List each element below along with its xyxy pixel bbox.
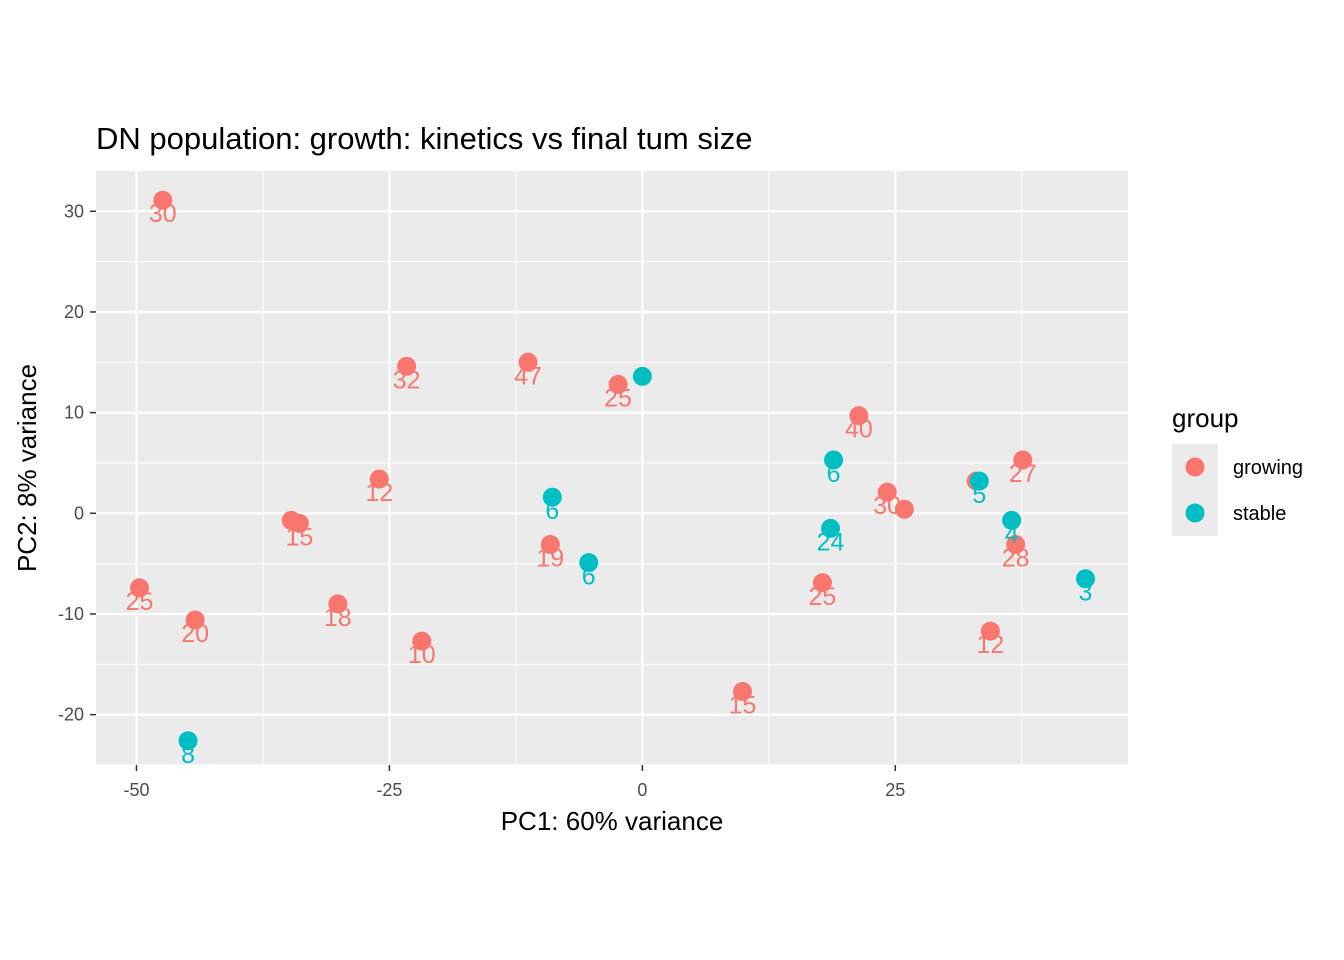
legend-label-stable: stable	[1233, 503, 1286, 525]
x-axis-ticks: -50 -25 0 25	[123, 765, 905, 800]
x-axis-title: PC1: 60% variance	[501, 806, 724, 836]
data-point-stable	[542, 487, 562, 507]
data-point-growing	[397, 356, 417, 376]
data-point-stable	[632, 366, 652, 386]
data-point-stable	[824, 450, 844, 470]
x-tick-label: -25	[376, 780, 402, 800]
data-point-growing	[849, 406, 869, 426]
point-label: 15	[285, 523, 313, 551]
data-point-growing	[185, 610, 205, 630]
y-axis-title: PC2: 8% variance	[12, 364, 42, 572]
y-tick-label: -20	[58, 705, 84, 725]
point-label: 10	[408, 641, 436, 669]
data-point-growing	[328, 594, 348, 614]
data-point-growing	[608, 374, 628, 394]
point-label: 8	[181, 741, 195, 769]
point-label: 28	[1002, 545, 1030, 573]
data-point-growing	[540, 535, 560, 555]
data-point-stable	[969, 471, 989, 491]
major-gridlines	[96, 171, 1128, 765]
point-label: 6	[545, 497, 559, 525]
point-label: 30	[873, 492, 901, 520]
data-point-growing	[812, 573, 832, 593]
point-labels: 30 32 47 25 40 27 12 30 15 19 28 25 25 20 18 10 12 15 6 5 6 4…	[126, 200, 1093, 769]
point-label: 19	[536, 545, 564, 573]
data-point-stable	[178, 731, 198, 751]
point-label: 4	[1005, 520, 1019, 548]
chart-title: DN population: growth: kinetics vs final…	[96, 121, 752, 156]
point-label: 18	[324, 604, 352, 632]
x-tick-label: 25	[885, 780, 905, 800]
data-point-stable	[579, 553, 599, 573]
point-label: 25	[809, 583, 837, 611]
x-tick-label: 0	[637, 780, 647, 800]
y-tick-label: 10	[64, 403, 84, 423]
data-point-stable	[821, 518, 841, 538]
legend-key-growing	[1185, 457, 1205, 477]
data-point-growing	[289, 513, 309, 533]
data-point-growing	[1006, 535, 1026, 555]
point-label: 6	[827, 460, 841, 488]
data-point-growing	[369, 469, 389, 489]
point-label: 30	[149, 200, 177, 228]
data-point-growing	[1013, 450, 1033, 470]
data-point-growing	[518, 352, 538, 372]
legend-key-stable	[1185, 503, 1205, 523]
point-label: 6	[582, 563, 596, 591]
point-label: 3	[1079, 579, 1093, 607]
y-axis-ticks: -20 -10 0 10 20 30	[58, 201, 96, 725]
data-point-growing	[733, 682, 753, 702]
point-label: 15	[729, 692, 757, 720]
y-tick-label: 30	[64, 201, 84, 221]
data-point-stable	[1076, 569, 1096, 589]
x-tick-label: -50	[123, 780, 149, 800]
data-point-growing	[894, 499, 914, 519]
point-label: 12	[365, 479, 393, 507]
data-point-growing	[412, 631, 432, 651]
data-point-growing	[153, 190, 173, 210]
y-tick-label: 0	[74, 503, 84, 523]
point-label: 24	[817, 528, 845, 556]
legend-label-growing: growing	[1233, 457, 1303, 479]
point-label: 47	[514, 362, 542, 390]
point-label: 32	[393, 366, 421, 394]
point-label: 12	[976, 631, 1004, 659]
point-label: 27	[1009, 460, 1037, 488]
minor-gridlines	[96, 171, 1128, 766]
plot-panel	[96, 171, 1128, 765]
data-point-growing	[980, 621, 1000, 641]
point-label: 40	[845, 416, 873, 444]
data-point-stable	[1002, 510, 1022, 530]
legend: group growing stable	[1172, 403, 1303, 536]
legend-title: group	[1172, 403, 1239, 433]
data-point-growing	[130, 578, 150, 598]
y-tick-label: -10	[58, 604, 84, 624]
data-points	[130, 190, 1096, 751]
point-label: 20	[181, 620, 209, 648]
point-label: 25	[604, 384, 632, 412]
data-point-growing	[877, 482, 897, 502]
point-label: 25	[126, 588, 154, 616]
point-label: 5	[972, 481, 986, 509]
y-tick-label: 20	[64, 302, 84, 322]
